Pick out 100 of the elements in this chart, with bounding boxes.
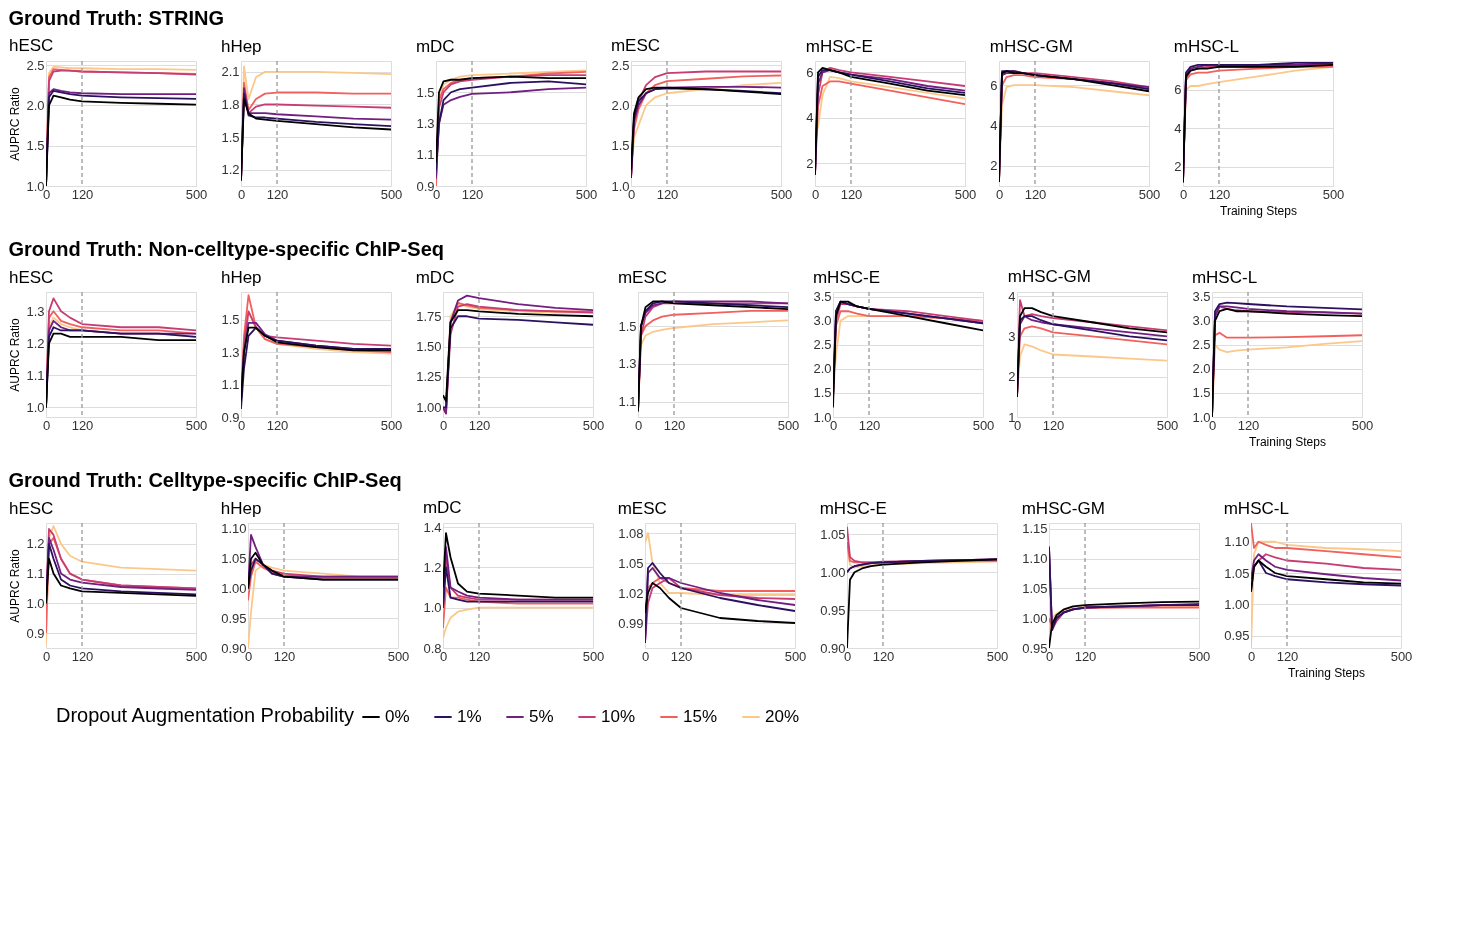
- x-tick-label: 120: [461, 186, 484, 202]
- x-tick-label: 500: [986, 648, 1009, 664]
- x-tick-label: 500: [972, 417, 995, 433]
- x-tick-label: 500: [380, 417, 403, 433]
- x-tick-label: 120: [670, 648, 693, 664]
- y-tick-label: 1.2: [423, 559, 442, 575]
- y-tick-label: 1.50: [416, 339, 442, 355]
- y-tick-label: 1.5: [221, 129, 240, 145]
- x-tick-label: 500: [1390, 648, 1413, 664]
- y-tick-label: 4: [1008, 288, 1016, 304]
- y-tick-label: 2: [806, 155, 814, 171]
- y-tick-label: 1.1: [26, 566, 45, 582]
- chart-title: mHSC-L: [1223, 499, 1289, 519]
- y-tick-label: 2.0: [813, 361, 832, 377]
- y-tick-label: 6: [806, 64, 814, 80]
- x-tick-label: 0: [1179, 186, 1188, 202]
- y-tick-label: 1.3: [26, 303, 45, 319]
- x-tick-label: 120: [840, 186, 863, 202]
- y-tick-label: 1.05: [221, 551, 247, 567]
- y-tick-label: 1.5: [611, 138, 630, 154]
- legend-title: Dropout Augmentation Probability: [56, 704, 354, 726]
- y-tick-label: 1.5: [813, 385, 832, 401]
- y-tick-label: 1.0: [26, 595, 45, 611]
- legend-label: 10%: [601, 707, 636, 726]
- x-tick-label: 120: [266, 417, 289, 433]
- y-axis-title: AUPRC Ratio: [8, 549, 23, 623]
- y-tick-label: 0.95: [1224, 628, 1250, 643]
- x-tick-label: 120: [266, 186, 289, 202]
- y-tick-label: 1.00: [416, 399, 442, 415]
- legend-label: 0%: [385, 707, 410, 726]
- y-tick-label: 1.2: [26, 335, 45, 351]
- x-tick-label: 500: [1351, 417, 1374, 433]
- x-tick-label: 120: [663, 417, 686, 433]
- y-tick-label: 1.00: [221, 580, 247, 596]
- x-tick-label: 120: [71, 186, 94, 202]
- y-tick-label: 1.5: [1192, 385, 1211, 401]
- chart-title: mDC: [415, 268, 455, 288]
- y-tick-label: 1.10: [221, 521, 247, 537]
- y-tick-label: 6: [990, 77, 998, 93]
- chart-title: mDC: [422, 498, 462, 518]
- chart-title: hHep: [220, 499, 262, 519]
- y-tick-label: 2.1: [221, 64, 240, 80]
- y-tick-label: 2.5: [26, 57, 45, 73]
- y-tick-label: 2: [1008, 369, 1016, 385]
- y-tick-label: 2: [1174, 159, 1182, 175]
- y-tick-label: 3.5: [1192, 289, 1211, 305]
- y-tick-label: 1.1: [416, 147, 435, 163]
- chart-title: hESC: [8, 268, 54, 288]
- y-tick-label: 1.2: [221, 162, 240, 178]
- y-tick-label: 4: [806, 110, 814, 126]
- x-tick-label: 120: [1042, 417, 1065, 433]
- y-tick-label: 3: [1008, 328, 1016, 344]
- x-tick-label: 120: [872, 648, 895, 664]
- chart-title: hHep: [220, 268, 262, 288]
- x-tick-label: 500: [185, 186, 208, 202]
- x-tick-label: 0: [811, 186, 820, 202]
- x-tick-label: 500: [185, 648, 208, 664]
- y-tick-label: 1.1: [26, 367, 45, 383]
- x-tick-label: 120: [1276, 648, 1299, 664]
- y-tick-label: 1.3: [416, 116, 435, 131]
- legend-label: 1%: [457, 707, 482, 726]
- y-axis-title: AUPRC Ratio: [8, 87, 23, 161]
- y-tick-label: 0.95: [221, 610, 247, 626]
- x-tick-label: 0: [1247, 648, 1256, 664]
- x-tick-label: 500: [1156, 417, 1179, 433]
- x-tick-label: 500: [380, 186, 403, 202]
- y-tick-label: 1.5: [26, 138, 45, 154]
- x-tick-label: 120: [1208, 186, 1231, 202]
- y-tick-label: 4: [1174, 120, 1182, 136]
- y-tick-label: 1.4: [423, 519, 442, 535]
- y-tick-label: 1.1: [618, 394, 637, 410]
- chart-title: mHSC-GM: [1021, 499, 1105, 519]
- chart-title: mESC: [617, 268, 668, 288]
- x-tick-label: 120: [858, 417, 881, 433]
- y-tick-label: 2: [990, 158, 998, 174]
- x-tick-label: 120: [71, 648, 94, 664]
- x-axis-title: Training Steps: [1249, 434, 1326, 449]
- y-tick-label: 1.1: [221, 377, 240, 393]
- y-tick-label: 1.5: [618, 318, 637, 334]
- text: Ground Truth: STRING: [8, 6, 224, 29]
- chart-title: mHSC-E: [805, 37, 873, 57]
- y-axis-title: AUPRC Ratio: [8, 318, 23, 392]
- x-tick-label: 0: [1013, 417, 1022, 433]
- x-tick-label: 500: [954, 186, 977, 202]
- x-tick-label: 0: [439, 417, 448, 433]
- x-tick-label: 120: [468, 648, 491, 664]
- chart-title: hESC: [8, 36, 54, 56]
- chart-title: mHSC-GM: [989, 37, 1073, 57]
- x-tick-label: 500: [575, 186, 598, 202]
- y-tick-label: 1.5: [221, 312, 240, 328]
- y-tick-label: 1.25: [416, 369, 442, 385]
- legend-label: 20%: [765, 707, 800, 726]
- x-tick-label: 0: [641, 648, 650, 664]
- chart-title: mHSC-E: [812, 267, 880, 287]
- x-tick-label: 0: [634, 417, 643, 433]
- x-tick-label: 120: [71, 417, 94, 433]
- chart-title: mDC: [415, 37, 455, 57]
- chart-title: mHSC-L: [1191, 267, 1258, 287]
- y-tick-label: 1.0: [423, 600, 442, 616]
- chart-title: mHSC-GM: [1007, 267, 1091, 287]
